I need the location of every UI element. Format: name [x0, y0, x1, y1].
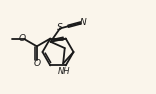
- Text: O: O: [19, 34, 26, 43]
- Text: S: S: [57, 23, 63, 32]
- Text: NH: NH: [57, 67, 70, 76]
- Text: N: N: [80, 18, 86, 27]
- Text: O: O: [33, 59, 40, 68]
